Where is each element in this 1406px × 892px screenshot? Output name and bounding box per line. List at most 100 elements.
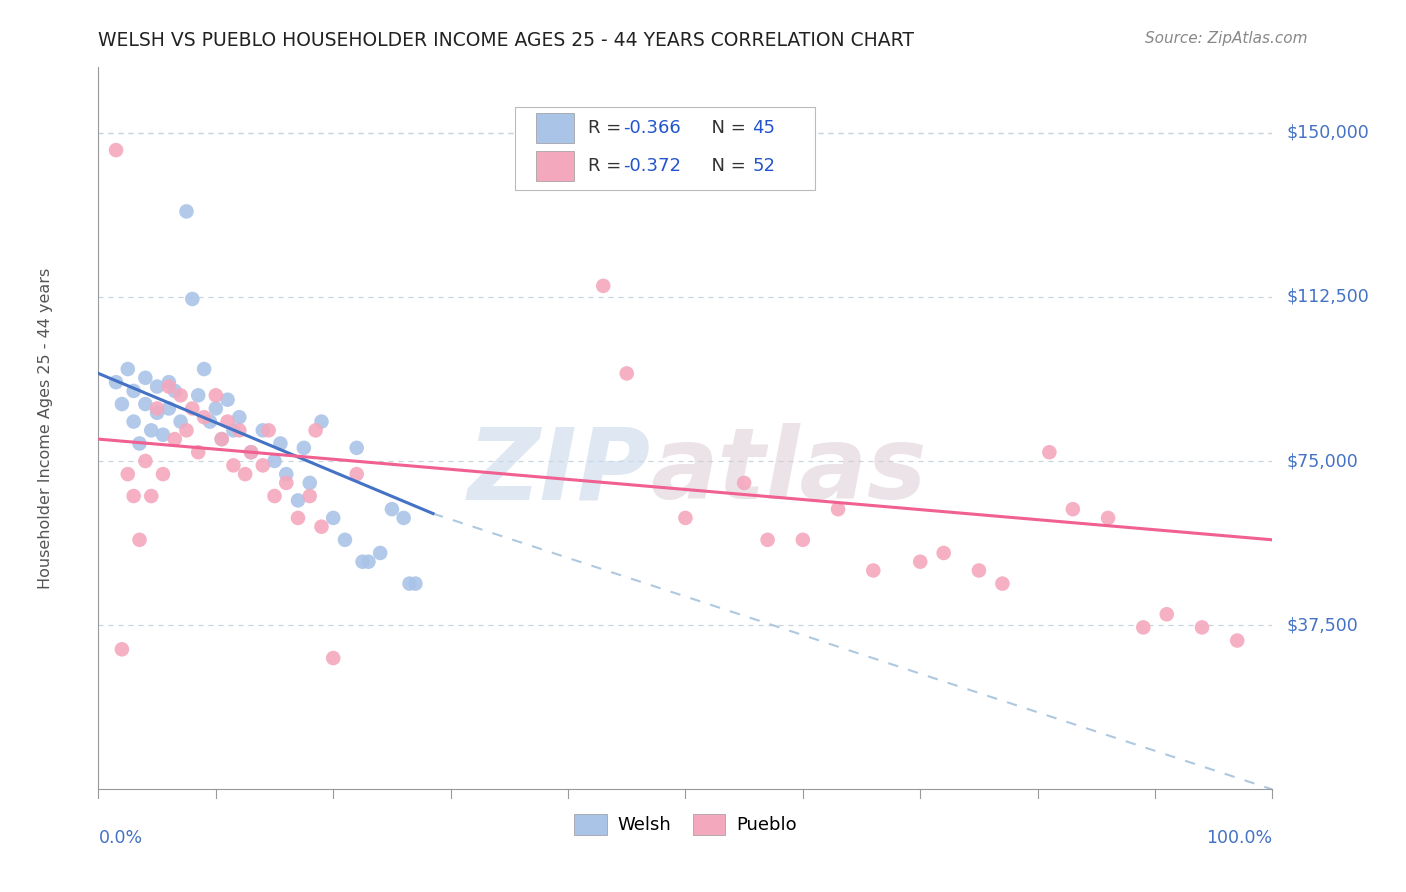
Point xyxy=(381,502,404,516)
Point xyxy=(217,392,239,407)
Point xyxy=(152,467,174,482)
Point xyxy=(141,423,163,437)
Point xyxy=(193,410,215,425)
Point xyxy=(176,423,198,437)
Point xyxy=(287,493,309,508)
Text: Source: ZipAtlas.com: Source: ZipAtlas.com xyxy=(1144,31,1308,46)
Point xyxy=(141,489,163,503)
Point xyxy=(276,467,298,482)
Text: -0.372: -0.372 xyxy=(623,157,681,175)
Point xyxy=(991,576,1014,591)
Point xyxy=(967,564,990,578)
Point xyxy=(269,436,291,450)
Point xyxy=(157,379,180,393)
Point xyxy=(908,555,931,569)
Point xyxy=(240,445,263,459)
Point xyxy=(263,454,285,468)
Point xyxy=(111,642,134,657)
Point xyxy=(276,475,298,490)
Point xyxy=(228,423,250,437)
Point xyxy=(311,415,333,429)
Point xyxy=(616,367,638,381)
Point xyxy=(211,432,233,446)
Text: 100.0%: 100.0% xyxy=(1206,830,1272,847)
Point xyxy=(122,384,145,398)
FancyBboxPatch shape xyxy=(515,107,814,190)
Point xyxy=(181,401,204,416)
Point xyxy=(304,423,326,437)
Point xyxy=(205,388,228,402)
Point xyxy=(263,489,285,503)
Point xyxy=(193,362,215,376)
Text: $75,000: $75,000 xyxy=(1286,452,1358,470)
Point xyxy=(675,511,697,525)
Point xyxy=(176,204,198,219)
Point xyxy=(733,475,755,490)
Point xyxy=(1191,620,1213,634)
Point xyxy=(298,489,321,503)
Point xyxy=(128,533,150,547)
Point xyxy=(117,362,139,376)
Text: R =: R = xyxy=(588,120,627,137)
Point xyxy=(1062,502,1084,516)
Point xyxy=(187,388,209,402)
Point xyxy=(298,475,321,490)
Text: $37,500: $37,500 xyxy=(1286,616,1358,634)
Point xyxy=(157,375,180,389)
Point xyxy=(198,415,221,429)
Point xyxy=(222,458,245,473)
Point xyxy=(311,519,333,533)
Point xyxy=(181,292,204,306)
Text: $150,000: $150,000 xyxy=(1286,124,1369,142)
Point xyxy=(252,458,274,473)
Point xyxy=(111,397,134,411)
Point xyxy=(827,502,849,516)
Text: R =: R = xyxy=(588,157,627,175)
Point xyxy=(1226,633,1249,648)
Point xyxy=(134,371,156,385)
Point xyxy=(105,375,128,389)
Point xyxy=(322,511,344,525)
Point xyxy=(228,410,250,425)
Point xyxy=(404,576,426,591)
Bar xyxy=(536,113,574,144)
Point xyxy=(862,564,884,578)
Point xyxy=(346,441,368,455)
Point xyxy=(157,401,180,416)
Point xyxy=(287,511,309,525)
Point xyxy=(252,423,274,437)
Text: 45: 45 xyxy=(752,120,775,137)
Point xyxy=(756,533,779,547)
Point xyxy=(217,415,239,429)
Point xyxy=(222,423,245,437)
Text: -0.366: -0.366 xyxy=(623,120,681,137)
Point xyxy=(169,388,191,402)
Text: N =: N = xyxy=(700,157,751,175)
Point xyxy=(211,432,233,446)
Point xyxy=(592,278,614,293)
Bar xyxy=(536,151,574,181)
Point xyxy=(146,401,169,416)
Text: 52: 52 xyxy=(752,157,775,175)
Point xyxy=(205,401,228,416)
Text: WELSH VS PUEBLO HOUSEHOLDER INCOME AGES 25 - 44 YEARS CORRELATION CHART: WELSH VS PUEBLO HOUSEHOLDER INCOME AGES … xyxy=(98,31,914,50)
Text: $112,500: $112,500 xyxy=(1286,288,1369,306)
Point xyxy=(346,467,368,482)
Point xyxy=(105,143,128,157)
Point xyxy=(146,406,169,420)
Point xyxy=(163,384,186,398)
Point xyxy=(392,511,415,525)
Point xyxy=(1038,445,1060,459)
Point xyxy=(1156,607,1178,622)
Point xyxy=(233,467,256,482)
Text: N =: N = xyxy=(700,120,751,137)
Point xyxy=(128,436,150,450)
Point xyxy=(357,555,380,569)
Point xyxy=(1132,620,1154,634)
Point xyxy=(152,427,174,442)
Point xyxy=(257,423,280,437)
Text: 0.0%: 0.0% xyxy=(98,830,142,847)
Point xyxy=(352,555,374,569)
Point xyxy=(134,454,156,468)
Point xyxy=(398,576,420,591)
